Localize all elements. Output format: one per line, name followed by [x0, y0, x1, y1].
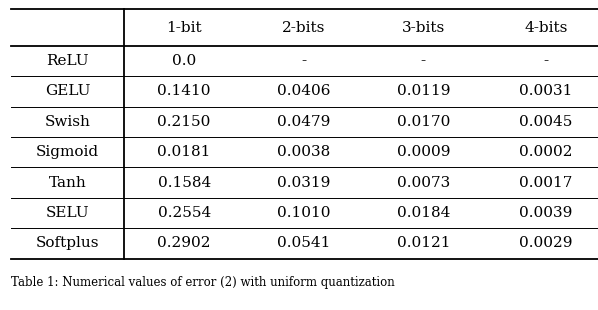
Text: 0.0: 0.0	[172, 54, 196, 68]
Text: 0.0181: 0.0181	[157, 145, 211, 159]
Text: 0.0009: 0.0009	[396, 145, 450, 159]
Text: 0.0119: 0.0119	[396, 84, 450, 99]
Text: 4-bits: 4-bits	[524, 20, 568, 35]
Text: 0.0002: 0.0002	[519, 145, 573, 159]
Text: -: -	[301, 54, 306, 68]
Text: 0.0121: 0.0121	[396, 236, 450, 250]
Text: 3-bits: 3-bits	[402, 20, 445, 35]
Text: 0.1010: 0.1010	[277, 206, 331, 220]
Text: 0.0038: 0.0038	[277, 145, 331, 159]
Text: Table 1: Numerical values of error (2) with uniform quantization: Table 1: Numerical values of error (2) w…	[11, 276, 395, 289]
Text: 0.0045: 0.0045	[519, 115, 573, 129]
Text: 0.1410: 0.1410	[157, 84, 211, 99]
Text: 0.0017: 0.0017	[519, 175, 573, 190]
Text: Swish: Swish	[45, 115, 90, 129]
Text: 0.0029: 0.0029	[519, 236, 573, 250]
Text: 0.1584: 0.1584	[157, 175, 211, 190]
Text: GELU: GELU	[45, 84, 90, 99]
Text: -: -	[421, 54, 426, 68]
Text: Sigmoid: Sigmoid	[36, 145, 99, 159]
Text: 0.0541: 0.0541	[277, 236, 331, 250]
Text: 0.2554: 0.2554	[157, 206, 211, 220]
Text: 0.0319: 0.0319	[277, 175, 331, 190]
Text: 0.2902: 0.2902	[157, 236, 211, 250]
Text: 1-bit: 1-bit	[166, 20, 202, 35]
Text: ReLU: ReLU	[46, 54, 89, 68]
Text: 0.0406: 0.0406	[277, 84, 331, 99]
Text: 0.0479: 0.0479	[277, 115, 331, 129]
Text: 0.0073: 0.0073	[396, 175, 450, 190]
Text: 0.0031: 0.0031	[519, 84, 573, 99]
Text: Softplus: Softplus	[36, 236, 99, 250]
Text: 0.0184: 0.0184	[396, 206, 450, 220]
Text: 2-bits: 2-bits	[282, 20, 325, 35]
Text: 0.2150: 0.2150	[157, 115, 211, 129]
Text: 0.0039: 0.0039	[519, 206, 573, 220]
Text: 0.0170: 0.0170	[396, 115, 450, 129]
Text: -: -	[544, 54, 548, 68]
Text: Tanh: Tanh	[48, 175, 87, 190]
Text: SELU: SELU	[46, 206, 89, 220]
